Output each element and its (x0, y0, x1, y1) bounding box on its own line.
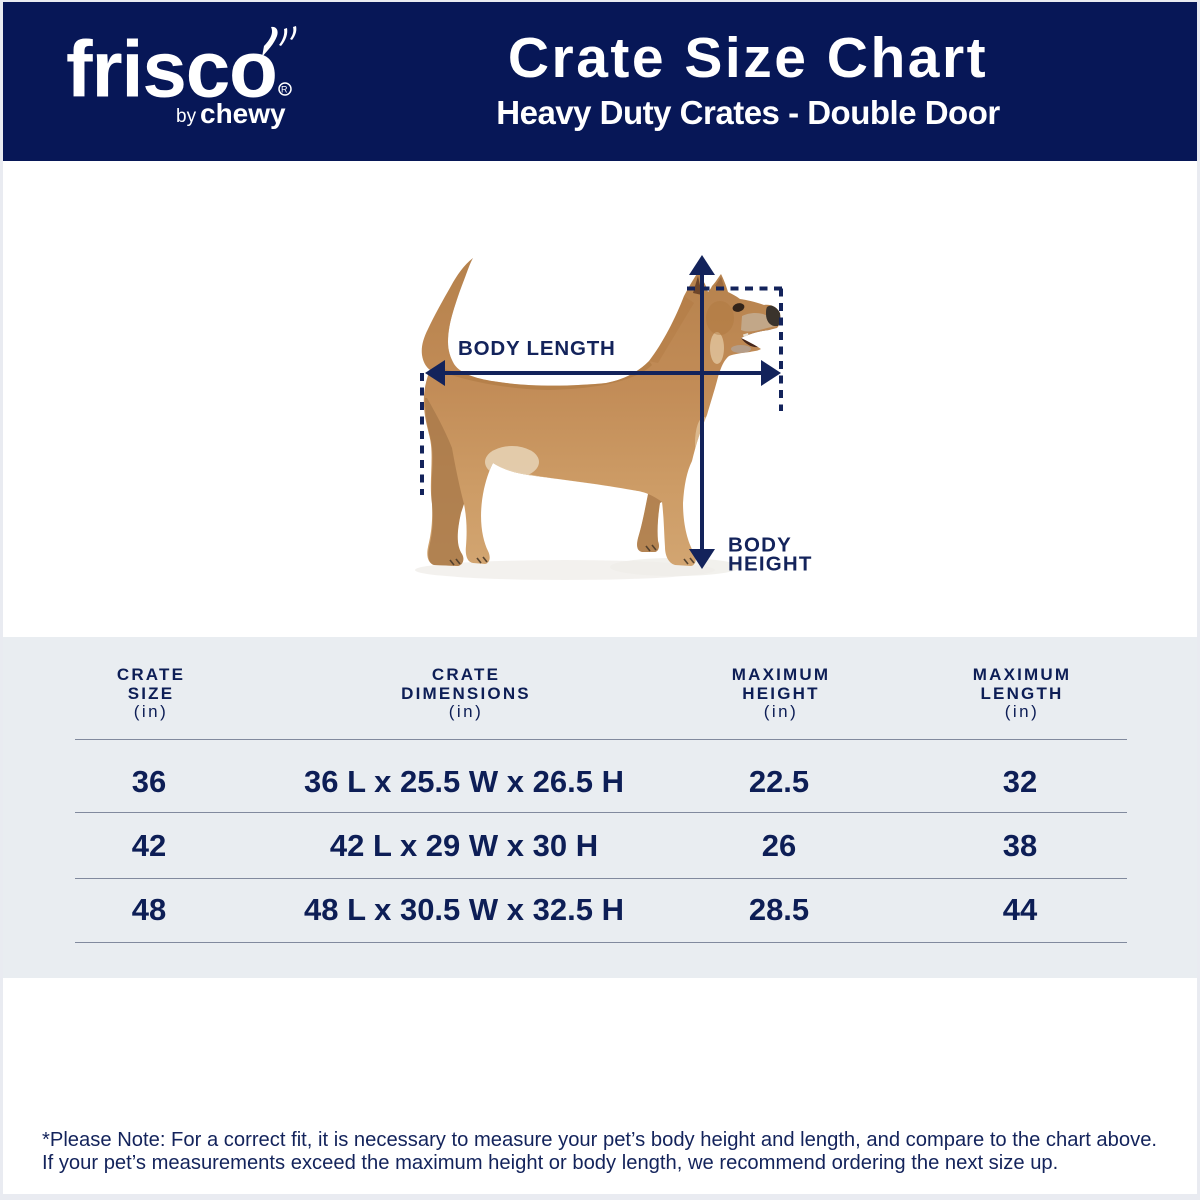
svg-text:HEIGHT: HEIGHT (728, 553, 813, 576)
svg-text:by: by (176, 106, 197, 127)
svg-text:R: R (281, 85, 288, 95)
svg-text:BODY: BODY (728, 534, 792, 557)
svg-text:BODY LENGTH: BODY LENGTH (458, 337, 616, 360)
svg-text:frisco: frisco (66, 25, 277, 114)
svg-text:chewy: chewy (200, 98, 286, 129)
